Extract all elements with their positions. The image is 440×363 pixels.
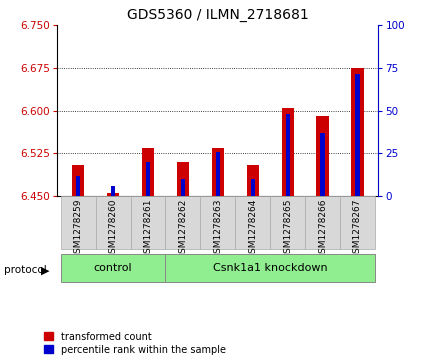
Bar — [131, 196, 165, 249]
Text: GSM1278266: GSM1278266 — [318, 199, 327, 259]
Bar — [270, 196, 305, 249]
Bar — [352, 68, 363, 196]
Title: GDS5360 / ILMN_2718681: GDS5360 / ILMN_2718681 — [127, 8, 309, 22]
Bar — [107, 193, 119, 196]
Bar — [282, 108, 294, 196]
Text: control: control — [94, 263, 132, 273]
Text: Csnk1a1 knockdown: Csnk1a1 knockdown — [213, 263, 327, 273]
Text: GSM1278267: GSM1278267 — [353, 199, 362, 259]
Text: ▶: ▶ — [40, 265, 49, 276]
Bar — [340, 196, 375, 249]
Bar — [111, 186, 115, 196]
Bar — [246, 165, 259, 196]
Bar — [216, 152, 220, 196]
Bar — [146, 162, 150, 196]
Bar — [76, 176, 80, 196]
Bar — [200, 196, 235, 249]
Text: protocol: protocol — [4, 265, 47, 276]
Bar — [286, 114, 290, 196]
Legend: transformed count, percentile rank within the sample: transformed count, percentile rank withi… — [44, 331, 226, 355]
Text: GSM1278260: GSM1278260 — [109, 199, 117, 259]
Bar — [142, 148, 154, 196]
Text: GSM1278262: GSM1278262 — [178, 199, 187, 259]
Bar — [305, 196, 340, 249]
Bar — [165, 254, 375, 282]
Bar — [320, 134, 325, 196]
Bar — [72, 165, 84, 196]
Bar — [61, 196, 95, 249]
Text: GSM1278265: GSM1278265 — [283, 199, 292, 259]
Text: GSM1278259: GSM1278259 — [73, 199, 83, 259]
Bar — [212, 148, 224, 196]
Bar — [181, 179, 185, 196]
Bar — [165, 196, 200, 249]
Bar — [251, 179, 255, 196]
Bar — [177, 162, 189, 196]
Text: GSM1278263: GSM1278263 — [213, 199, 222, 259]
Bar — [235, 196, 270, 249]
Bar — [61, 254, 165, 282]
Bar — [95, 196, 131, 249]
Text: GSM1278261: GSM1278261 — [143, 199, 153, 259]
Text: GSM1278264: GSM1278264 — [248, 199, 257, 259]
Bar — [356, 74, 359, 196]
Bar — [316, 117, 329, 196]
